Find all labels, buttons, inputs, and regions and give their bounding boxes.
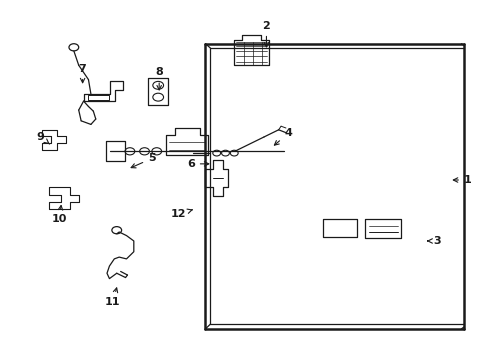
Text: 4: 4 — [274, 129, 292, 145]
Text: 1: 1 — [452, 175, 471, 185]
Text: 5: 5 — [131, 153, 155, 168]
Text: 9: 9 — [37, 132, 49, 144]
Text: 12: 12 — [171, 209, 192, 219]
Text: 8: 8 — [155, 67, 163, 90]
Text: 3: 3 — [427, 236, 440, 246]
Text: 10: 10 — [51, 206, 67, 224]
Text: 7: 7 — [79, 64, 86, 83]
Text: 2: 2 — [262, 21, 270, 47]
Text: 6: 6 — [186, 159, 208, 169]
Text: 11: 11 — [105, 288, 121, 307]
